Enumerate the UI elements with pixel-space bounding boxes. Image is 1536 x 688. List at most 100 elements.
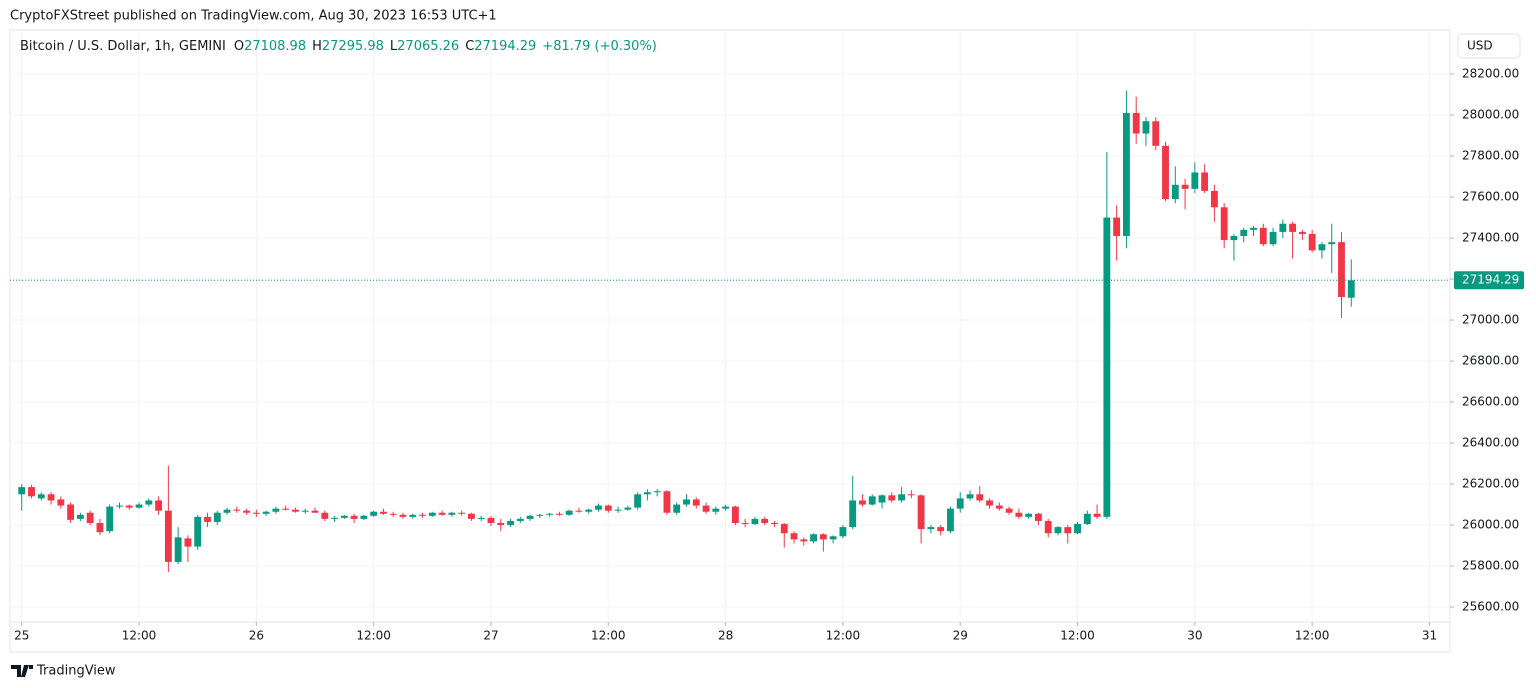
candle-body — [1074, 524, 1081, 534]
candle-body — [1338, 242, 1345, 297]
candle-body — [604, 505, 612, 511]
candle-body — [839, 527, 847, 537]
candle-body — [790, 533, 798, 540]
currency-button[interactable] — [1457, 33, 1521, 59]
candle-body — [986, 500, 993, 506]
x-tick-label: 25 — [14, 629, 29, 643]
candle-body — [683, 499, 690, 505]
candle-body — [1308, 233, 1316, 251]
candle-body — [614, 509, 622, 511]
candle-body — [468, 513, 475, 519]
x-tick-label: 31 — [1422, 629, 1437, 643]
candle-body — [419, 514, 426, 516]
candle-body — [223, 509, 231, 513]
brand-name: TradingView — [36, 664, 116, 679]
candle-body — [702, 505, 710, 512]
candle-body — [907, 494, 915, 496]
candle-body — [399, 514, 407, 517]
candle-body — [1113, 217, 1121, 237]
candle-body — [898, 494, 905, 501]
candle-body — [1083, 513, 1091, 525]
candle-body — [1103, 217, 1111, 517]
candle-body — [731, 506, 739, 523]
candle-body — [692, 499, 700, 506]
candle-body — [125, 505, 133, 508]
grid — [10, 30, 1450, 622]
candle-body — [780, 524, 788, 534]
candle-body — [1035, 513, 1042, 521]
x-tick-label: 12:00 — [1060, 629, 1095, 643]
candle-body — [995, 505, 1003, 509]
x-tick-label: 12:00 — [122, 629, 157, 643]
candle-body — [526, 515, 534, 519]
candle-body — [1191, 172, 1199, 189]
publish-header: CryptoFXStreet published on TradingView.… — [10, 9, 497, 24]
candle-body — [1230, 236, 1238, 241]
x-tick-label: 30 — [1187, 629, 1202, 643]
candle-body — [1240, 229, 1248, 237]
candle-body — [331, 517, 338, 519]
candle-body — [1064, 527, 1072, 534]
candle-body — [585, 509, 593, 512]
candle-body — [301, 510, 309, 512]
y-tick-label: 27000.00 — [1462, 313, 1519, 327]
candle-body — [1250, 227, 1257, 230]
candle-body — [135, 504, 143, 508]
candle-body — [1201, 172, 1209, 191]
candle-body — [800, 539, 808, 542]
open-value: 27108.98 — [244, 39, 306, 54]
candle-body — [712, 508, 720, 512]
candle-body — [888, 495, 896, 501]
y-tick-label: 27600.00 — [1462, 190, 1519, 204]
candle-body — [292, 509, 299, 512]
candle-body — [350, 515, 358, 519]
legend: Bitcoin / U.S. Dollar, 1h, GEMINI O27108.… — [20, 39, 657, 54]
candle-body — [194, 516, 202, 547]
candle-body — [233, 509, 241, 511]
x-tick-label: 12:00 — [826, 629, 861, 643]
candle-body — [252, 512, 260, 514]
candle-body — [673, 504, 681, 513]
candle-body — [565, 510, 573, 515]
candle-body — [1289, 223, 1297, 232]
y-tick-label: 26000.00 — [1462, 518, 1519, 532]
candle-body — [1025, 513, 1033, 517]
candle-body — [389, 513, 397, 515]
low-label: L — [390, 39, 398, 54]
candle-body — [927, 527, 935, 530]
candle-body — [536, 514, 544, 516]
candle-body — [448, 512, 456, 515]
candle-body — [663, 491, 671, 513]
candle-body — [213, 512, 221, 522]
candle-body — [1298, 231, 1306, 234]
high-value: 27295.98 — [322, 39, 384, 54]
open-label: O — [234, 39, 244, 54]
candle-body — [76, 514, 84, 519]
candle-body — [956, 498, 964, 509]
candle-body — [966, 494, 974, 499]
candle-body — [722, 506, 730, 509]
x-tick-label: 12:00 — [591, 629, 626, 643]
candle-body — [57, 499, 65, 506]
currency-label[interactable]: USD — [1467, 39, 1493, 53]
candle-body — [204, 516, 211, 522]
close-label: C — [465, 39, 474, 54]
candle-body — [47, 494, 55, 501]
candle-body — [262, 511, 270, 514]
change-value: +81.79 (+0.30%) — [542, 39, 657, 54]
candle-body — [507, 520, 514, 526]
candle-body — [1015, 512, 1023, 517]
x-tick-label: 29 — [953, 629, 968, 643]
candle-body — [819, 534, 827, 540]
symbol: Bitcoin / U.S. Dollar, 1h, GEMINI — [20, 39, 226, 54]
candle-body — [1220, 207, 1228, 241]
y-tick-label: 28200.00 — [1462, 67, 1519, 81]
candle-body — [438, 512, 446, 515]
candle-body — [311, 510, 319, 513]
candle-body — [643, 492, 651, 495]
candle-body — [477, 517, 485, 519]
candle-body — [28, 487, 35, 497]
high-label: H — [312, 39, 322, 54]
candle-body — [751, 518, 759, 525]
